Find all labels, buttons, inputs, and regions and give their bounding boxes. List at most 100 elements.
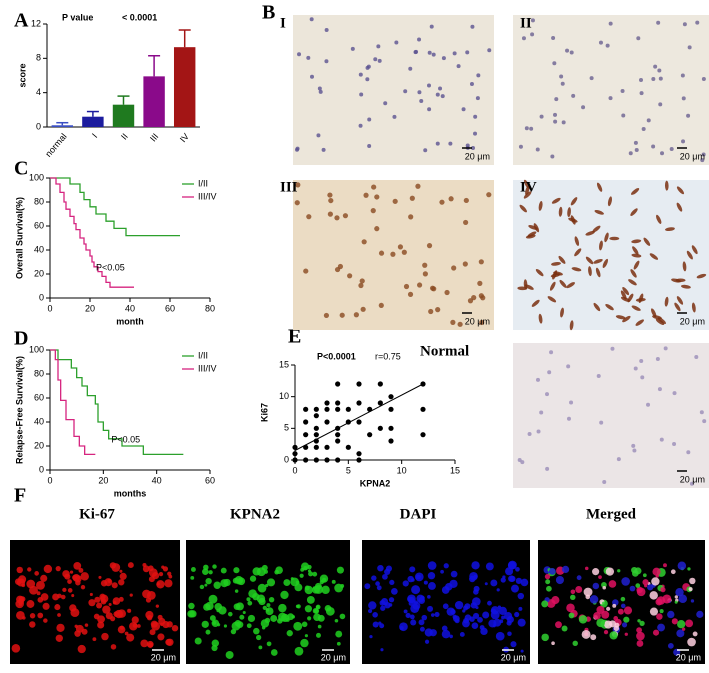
cell <box>427 595 431 599</box>
cell <box>102 605 111 614</box>
cell <box>490 579 498 587</box>
cell <box>283 579 291 587</box>
cell <box>342 213 349 219</box>
cell <box>16 578 26 587</box>
cell <box>585 256 594 265</box>
point <box>313 457 319 463</box>
cell <box>98 575 102 579</box>
point <box>313 413 319 419</box>
cell <box>297 52 302 57</box>
cell <box>370 208 376 214</box>
cell <box>655 574 659 578</box>
cell <box>212 564 217 569</box>
cell <box>303 268 309 274</box>
cell <box>252 567 261 576</box>
cell <box>669 146 674 151</box>
cell <box>412 601 421 610</box>
cell <box>62 570 70 578</box>
cell <box>470 24 475 29</box>
cell <box>500 577 506 583</box>
cell <box>258 645 263 650</box>
cell <box>205 577 212 585</box>
point <box>303 419 309 425</box>
image-title: Merged <box>586 506 637 522</box>
cell <box>620 88 625 93</box>
cell <box>77 644 86 654</box>
cell <box>638 77 643 82</box>
bar <box>143 76 165 127</box>
histology-image <box>513 343 709 488</box>
cell <box>628 279 637 286</box>
cell <box>157 633 165 641</box>
cell <box>295 182 301 188</box>
cell <box>268 596 275 603</box>
cell <box>644 584 648 588</box>
x-tick-label: 0 <box>292 465 297 475</box>
cell <box>452 51 457 56</box>
cell <box>100 580 108 587</box>
cell <box>525 234 536 239</box>
cell <box>609 236 620 241</box>
x-tick-label: 40 <box>125 303 135 313</box>
cell <box>682 22 687 27</box>
cell <box>569 400 574 405</box>
cell <box>429 285 436 291</box>
cell <box>439 199 445 205</box>
cell <box>29 621 36 628</box>
cell <box>552 61 557 66</box>
x-tick-label: normal <box>43 131 68 159</box>
point <box>324 406 330 412</box>
cell <box>702 419 707 424</box>
panel-letter: F <box>14 485 26 507</box>
cell <box>324 28 329 33</box>
cell <box>376 585 382 591</box>
cell <box>584 566 589 571</box>
cell <box>678 594 688 604</box>
cell <box>613 616 619 621</box>
point <box>335 438 341 444</box>
cell <box>188 602 195 610</box>
cell <box>656 613 663 620</box>
cell <box>559 279 567 288</box>
cell <box>691 245 698 255</box>
y-tick-label: 10 <box>279 391 289 401</box>
cell <box>294 646 304 656</box>
cell <box>631 253 642 258</box>
survival-curve <box>50 349 96 456</box>
point <box>292 451 298 457</box>
cell <box>427 107 432 112</box>
cell <box>646 118 651 123</box>
cell <box>635 583 641 588</box>
cell <box>631 305 641 311</box>
cell <box>632 448 637 453</box>
cell <box>110 644 117 650</box>
cell <box>42 602 50 610</box>
cell <box>566 603 575 613</box>
cell <box>596 182 603 192</box>
point <box>345 444 351 450</box>
cell <box>545 392 550 397</box>
cell <box>686 450 691 455</box>
cell <box>676 186 685 195</box>
cell <box>636 587 646 597</box>
cell <box>639 620 645 626</box>
cell <box>336 566 344 574</box>
cell <box>194 637 202 645</box>
cell <box>620 596 626 602</box>
cell <box>521 36 526 41</box>
cell <box>337 263 344 270</box>
histology-image <box>513 15 709 165</box>
cell <box>676 202 683 212</box>
cell <box>449 634 453 639</box>
point <box>388 425 394 431</box>
cell <box>487 48 492 53</box>
cell <box>295 580 300 585</box>
cell <box>382 573 388 580</box>
cell <box>617 608 624 615</box>
r-value: r=0.75 <box>375 351 401 361</box>
cell <box>566 416 571 421</box>
cell <box>277 618 283 624</box>
cell <box>570 589 576 595</box>
cell <box>566 282 576 289</box>
cell <box>583 587 593 597</box>
